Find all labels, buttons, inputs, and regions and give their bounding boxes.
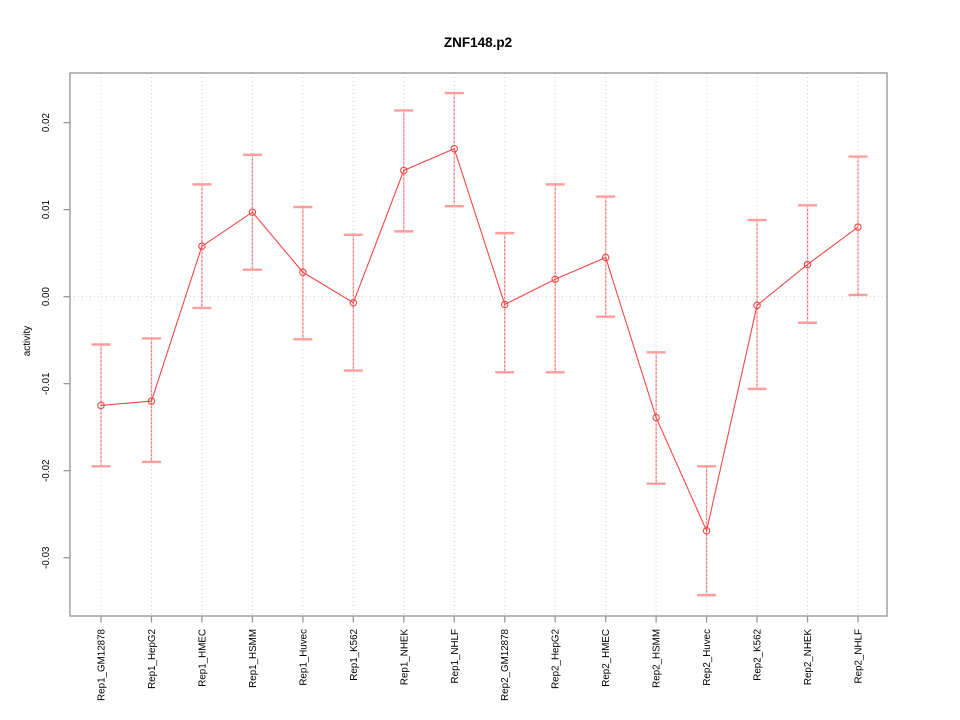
data-point (147, 397, 156, 405)
y-axis-label: activity (22, 326, 33, 357)
data-point (702, 526, 711, 535)
x-tick-label: Rep1_NHEK (399, 629, 410, 686)
x-tick-label: Rep2_HSMM (652, 629, 663, 688)
data-point (198, 242, 206, 250)
data-point (551, 275, 559, 283)
series-line (100, 147, 859, 533)
data-point (500, 300, 509, 309)
grid-layer (70, 73, 887, 616)
y-tick-label: -0.02 (41, 460, 52, 482)
x-tick-label: Rep2_HepG2 (551, 629, 562, 689)
x-tick-label: Rep2_K562 (753, 629, 764, 681)
data-point (97, 401, 105, 410)
y-tick-label: -0.01 (41, 372, 52, 394)
chart-title: ZNF148.p2 (444, 35, 512, 50)
data-point (400, 166, 408, 175)
x-tick-label: Rep1_GM12878 (97, 628, 108, 700)
plot-border (69, 72, 888, 617)
series-layer (100, 147, 859, 533)
data-point (299, 268, 307, 277)
y-tick-label: 0.00 (41, 287, 52, 307)
x-tick-label: Rep2_NHLF (854, 629, 865, 683)
x-tick-label: Rep2_HMEC (601, 629, 612, 687)
x-tick-label: Rep1_Huvec (298, 629, 309, 686)
x-tick-label: Rep1_HepG2 (147, 629, 158, 689)
data-point (803, 260, 812, 269)
data-point (248, 208, 257, 216)
x-tick-label: Rep1_K562 (349, 629, 360, 681)
error-bars-layer (91, 91, 868, 597)
data-point (652, 413, 660, 422)
x-tick-label: Rep1_HSMM (248, 629, 259, 688)
x-tick-label: Rep1_NHLF (450, 629, 461, 683)
data-point (753, 301, 761, 310)
y-tick-label: 0.01 (41, 200, 52, 219)
data-point (854, 223, 862, 231)
y-tick-label: -0.03 (41, 546, 52, 569)
points-layer (97, 144, 862, 535)
data-point (349, 298, 358, 307)
x-tick-label: Rep1_HMEC (197, 629, 208, 687)
x-tick-label: Rep2_Huvec (702, 629, 713, 686)
x-tick-label: Rep2_GM12878 (500, 628, 511, 700)
data-point (601, 253, 610, 262)
data-point (450, 144, 459, 153)
x-tick-label: Rep2_NHEK (803, 629, 814, 686)
y-tick-label: 0.02 (41, 113, 52, 132)
axis-layer: 0.02 0.01 0.00 -0.01 -0.02 -0.03 Rep1_GM12878 R… (41, 113, 865, 701)
